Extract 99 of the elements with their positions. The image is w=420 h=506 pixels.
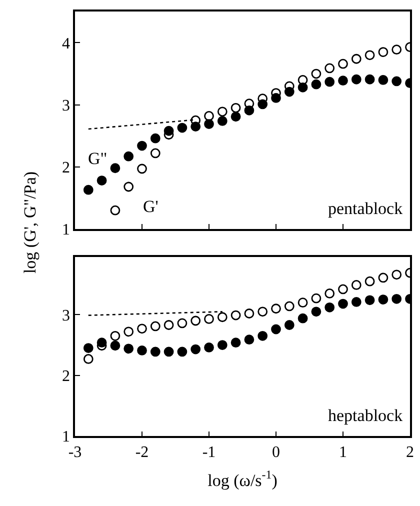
point bbox=[392, 294, 402, 304]
point bbox=[392, 270, 402, 280]
point bbox=[204, 342, 214, 352]
point bbox=[217, 340, 228, 350]
point bbox=[137, 140, 147, 151]
point bbox=[338, 58, 348, 69]
y-tick-label: 1 bbox=[62, 222, 70, 239]
point bbox=[124, 182, 134, 192]
point bbox=[110, 205, 120, 216]
point bbox=[150, 148, 160, 158]
point bbox=[378, 272, 388, 283]
point bbox=[124, 326, 134, 337]
point bbox=[110, 340, 120, 351]
point bbox=[311, 68, 322, 79]
point bbox=[164, 320, 174, 330]
point bbox=[204, 314, 214, 324]
point bbox=[230, 310, 241, 320]
y-tick-label: 2 bbox=[62, 159, 70, 176]
point bbox=[364, 50, 375, 60]
point bbox=[204, 111, 214, 121]
point bbox=[324, 288, 335, 298]
point bbox=[351, 74, 362, 84]
point bbox=[298, 82, 308, 92]
annotation: pentablock bbox=[328, 199, 404, 218]
point bbox=[364, 295, 375, 306]
point bbox=[164, 346, 174, 357]
point bbox=[364, 74, 375, 84]
point bbox=[204, 119, 214, 129]
point bbox=[298, 75, 308, 85]
point bbox=[137, 346, 147, 356]
y-tick-label: 1 bbox=[62, 428, 70, 446]
point bbox=[258, 330, 268, 341]
x-tick-label: 0 bbox=[272, 444, 280, 461]
point bbox=[338, 284, 348, 294]
y-tick-label: 3 bbox=[62, 97, 70, 114]
point bbox=[392, 76, 402, 86]
point bbox=[230, 112, 241, 122]
point bbox=[230, 102, 241, 113]
point bbox=[244, 334, 254, 345]
point bbox=[351, 54, 362, 64]
point bbox=[217, 312, 228, 322]
point bbox=[338, 298, 348, 309]
series-label: G" bbox=[88, 149, 108, 168]
y-axis-title: log (G', G"/Pa) bbox=[20, 171, 40, 274]
x-tick-label: -1 bbox=[202, 444, 216, 461]
point bbox=[378, 75, 388, 85]
point bbox=[351, 280, 362, 290]
x-tick-label: -3 bbox=[68, 444, 82, 461]
point bbox=[298, 298, 308, 308]
point bbox=[378, 47, 388, 57]
y-tick-label: 3 bbox=[62, 307, 70, 324]
x-tick-label: -2 bbox=[135, 444, 149, 461]
point bbox=[217, 106, 228, 117]
y-tick-label: 4 bbox=[62, 35, 70, 52]
point bbox=[311, 306, 322, 317]
point bbox=[190, 316, 201, 326]
point bbox=[137, 164, 147, 174]
point bbox=[364, 276, 375, 286]
point bbox=[324, 76, 335, 87]
point bbox=[338, 76, 348, 86]
point bbox=[324, 63, 335, 74]
point bbox=[351, 297, 362, 307]
point bbox=[217, 116, 228, 126]
point bbox=[83, 354, 94, 364]
point bbox=[298, 313, 308, 324]
point bbox=[83, 184, 94, 195]
point bbox=[392, 44, 402, 55]
x-tick-label: 2 bbox=[406, 444, 414, 461]
point bbox=[150, 321, 160, 332]
annotation: heptablock bbox=[328, 406, 404, 425]
point bbox=[177, 346, 188, 357]
point bbox=[324, 302, 335, 312]
point bbox=[271, 324, 281, 334]
point bbox=[258, 306, 268, 317]
point bbox=[110, 163, 120, 174]
point bbox=[96, 176, 107, 186]
point bbox=[124, 151, 134, 162]
point bbox=[244, 308, 254, 318]
point bbox=[177, 122, 188, 133]
point bbox=[137, 324, 147, 334]
point bbox=[230, 338, 241, 348]
point bbox=[150, 346, 160, 357]
point bbox=[271, 304, 281, 314]
point bbox=[177, 318, 188, 328]
point bbox=[190, 344, 201, 354]
point bbox=[311, 79, 322, 90]
point bbox=[244, 98, 254, 109]
point bbox=[83, 343, 94, 354]
point bbox=[311, 293, 322, 304]
x-tick-label: 1 bbox=[339, 444, 347, 461]
point bbox=[284, 320, 294, 330]
point bbox=[378, 294, 388, 304]
point bbox=[110, 330, 120, 341]
point bbox=[124, 344, 134, 354]
series-label: G' bbox=[143, 197, 158, 216]
x-axis-title: log (ω/s$^{-1}$) bbox=[208, 468, 278, 490]
point bbox=[284, 301, 294, 312]
point bbox=[150, 133, 160, 144]
y-tick-label: 2 bbox=[62, 368, 70, 385]
